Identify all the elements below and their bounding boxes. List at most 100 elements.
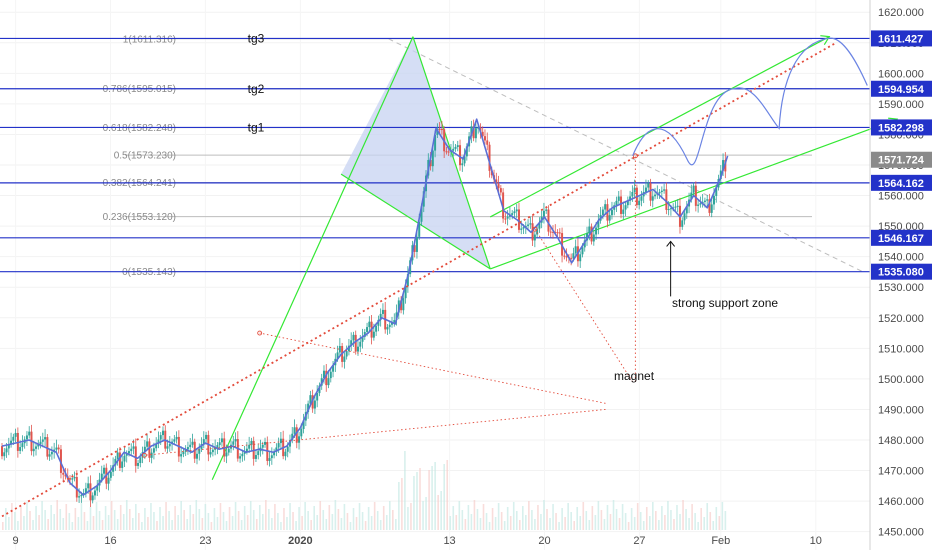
volume-bar-8 [26,502,28,530]
candle-body-20 [46,437,49,457]
candle-body-57 [130,448,133,452]
candle-body-212 [481,131,484,137]
candle-body-165 [375,325,378,332]
price-tag-bg-4 [871,229,932,246]
candle-body-207 [470,126,473,137]
candle-body-265 [601,209,604,215]
candle-body-25 [57,447,60,450]
candle-body-294 [667,209,670,211]
candle-body-176 [400,300,403,311]
y-tick-label-17: 1450.000 [878,527,924,539]
candle-body-14 [32,448,35,452]
candle-body-109 [248,444,251,449]
x-tick-label-0: 9 [13,535,19,547]
candle-body-22 [50,451,53,455]
candle-body-56 [127,451,130,454]
volume-bar-11 [35,506,37,530]
volume-bar-234 [709,512,712,530]
candle-body-67 [152,448,155,453]
candle-body-203 [461,163,464,166]
volume-bar-161 [488,522,491,530]
volume-bar-168 [509,516,512,530]
volume-bar-164 [497,503,500,530]
fib-label-0: 1(1611.316) [123,34,176,45]
candle-body-48 [109,471,112,478]
candle-body-93 [211,449,214,453]
candle-body-239 [542,210,545,217]
y-tick-label-10: 1520.000 [878,313,924,325]
volume-bar-225 [682,500,684,530]
volume-bar-72 [219,503,222,530]
channel-arrowhead-0 [820,35,831,45]
candle-body-39 [89,483,92,501]
volume-bar-57 [174,506,176,530]
volume-bar-35 [107,515,110,530]
volume-bar-104 [316,515,319,530]
volume-bar-208 [630,508,633,530]
candle-body-17 [39,441,42,445]
fib-label-2: 0.618(1582.248) [103,123,176,134]
candle-body-73 [166,446,169,449]
candle-body-142 [322,370,325,379]
candle-body-87 [198,448,201,454]
volume-bar-183 [555,513,557,530]
volume-bar-144 [437,495,439,530]
magnet-arrowhead-1 [141,452,147,458]
candle-body-288 [654,194,657,197]
volume-bar-19 [59,509,62,530]
volume-bar-173 [525,515,527,530]
candle-body-262 [595,227,598,235]
volume-bars [2,451,727,530]
volume-bar-66 [201,518,204,530]
volume-bar-69 [210,522,213,530]
green-fall-line [412,36,491,270]
volume-bar-154 [467,505,470,530]
candle-body-194 [440,129,443,131]
candle-body-183 [415,236,418,252]
candle-body-151 [343,356,346,362]
candle-body-65 [148,441,151,458]
volume-bar-182 [552,504,554,530]
volume-bar-59 [180,501,182,530]
x-tick-label-2: 23 [199,535,211,547]
volume-bar-12 [38,515,40,530]
candle-body-45 [103,467,106,474]
volume-bar-121 [367,507,370,530]
candle-body-83 [189,444,192,448]
volume-bar-211 [639,512,642,530]
magnet-line-2 [144,408,606,456]
volume-bar-53 [162,516,164,530]
volume-bar-29 [89,507,92,530]
volume-bar-73 [222,512,225,530]
price-tag-bg-0 [871,30,932,47]
volume-bar-196 [594,515,597,530]
y-tick-label-8: 1540.000 [878,252,924,264]
volume-bar-143 [434,462,436,530]
candle-body-139 [316,393,319,401]
volume-bar-1 [5,508,7,530]
candle-body-86 [196,453,199,459]
candle-body-166 [377,319,380,326]
candle-body-95 [216,445,219,448]
candle-body-105 [239,456,242,459]
volume-bar-51 [156,521,158,530]
candle-body-208 [472,126,475,139]
fib-label-1: 0.786(1595.015) [103,84,176,95]
candle-body-80 [182,451,185,455]
volume-bar-52 [159,507,161,530]
candle-body-271 [615,200,618,206]
candle-body-35 [80,494,83,497]
candle-body-219 [497,183,500,189]
volume-bar-42 [128,509,131,530]
volume-bar-239 [724,511,727,530]
candle-body-121 [275,447,278,452]
volume-bar-17 [53,514,55,530]
candle-body-4 [10,440,13,445]
magnet-line-3 [534,228,634,383]
y-tick-label-6: 1560.000 [878,191,924,203]
volume-bar-98 [298,507,300,530]
volume-bar-5 [17,521,19,530]
volume-bar-174 [528,501,530,530]
volume-bar-7 [23,516,25,530]
volume-bar-137 [416,472,418,530]
